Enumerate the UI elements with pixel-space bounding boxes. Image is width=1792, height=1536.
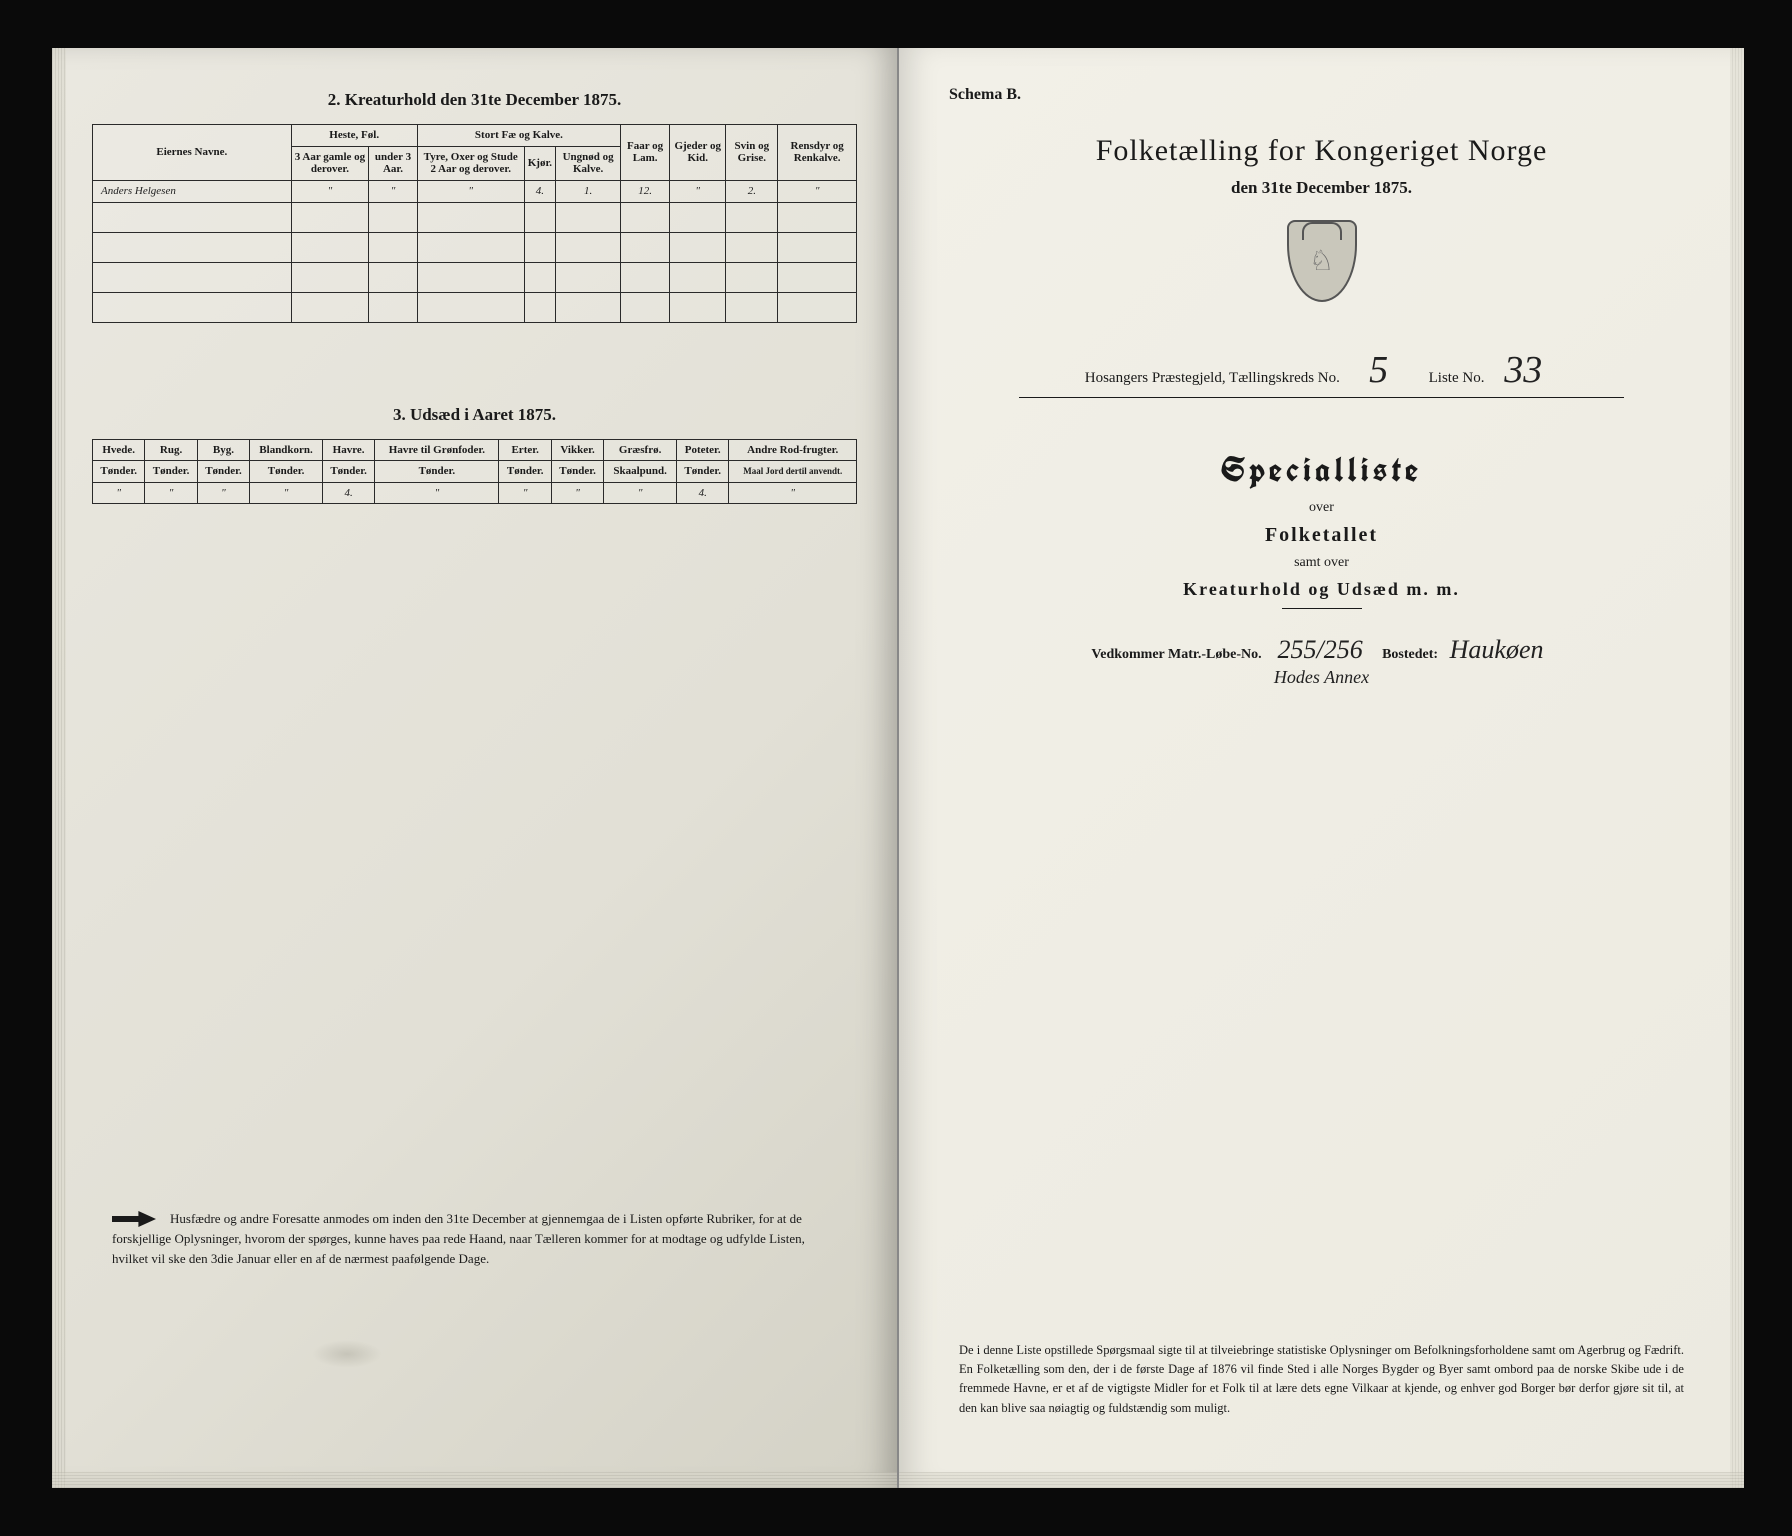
scanned-book-spread: 2. Kreaturhold den 31te December 1875. E…	[52, 48, 1744, 1488]
census-title: Folketælling for Kongeriget Norge	[939, 134, 1704, 168]
table-row	[93, 292, 857, 322]
col-rye: Rug.	[145, 439, 197, 461]
col-goat: Gjeder og Kid.	[670, 125, 726, 181]
folketallet-heading: Folketallet	[939, 524, 1704, 547]
col-peas: Erter.	[499, 439, 551, 461]
page-stack-bottom	[899, 1472, 1744, 1488]
col-pig: Svin og Grise.	[726, 125, 778, 181]
col-sheep: Faar og Lam.	[621, 125, 670, 181]
col-mixed: Blandkorn.	[250, 439, 323, 461]
list-number: 33	[1488, 348, 1558, 393]
col-h1: 3 Aar gamle og derover.	[291, 146, 369, 180]
table-row	[93, 232, 857, 262]
table-row	[93, 202, 857, 232]
sowing-table: Hvede. Rug. Byg. Blandkorn. Havre. Havre…	[92, 439, 857, 505]
col-oats: Havre.	[322, 439, 374, 461]
instruction-block: Husfædre og andre Foresatte anmodes om i…	[112, 1209, 837, 1268]
property-line: Vedkommer Matr.-Løbe-No. 255/256 Bostede…	[939, 635, 1704, 665]
colgrp-horses: Heste, Føl.	[291, 125, 417, 147]
page-stack-edge	[1730, 48, 1744, 1488]
owner-name: Anders Helgesen	[93, 180, 292, 202]
col-h2: under 3 Aar.	[369, 146, 417, 180]
col-reindeer: Rensdyr og Renkalve.	[778, 125, 857, 181]
explanatory-text: De i denne Liste opstillede Spørgsmaal s…	[959, 1341, 1684, 1419]
pointing-hand-icon	[112, 1209, 156, 1229]
livestock-table: Eiernes Navne. Heste, Føl. Stort Fæ og K…	[92, 124, 857, 323]
col-roots: Andre Rod-frugter.	[729, 439, 857, 461]
col-wheat: Hvede.	[93, 439, 145, 461]
parish-line: Hosangers Præstegjeld, Tællingskreds No.…	[939, 348, 1704, 393]
table-row: " " " " 4. " " " " 4. "	[93, 482, 857, 504]
specialliste-heading: Specialliste	[939, 448, 1704, 492]
section2-title: 2. Kreaturhold den 31te December 1875.	[92, 90, 857, 110]
district-number: 5	[1344, 348, 1414, 393]
paper-smudge	[312, 1340, 382, 1368]
census-date: den 31te December 1875.	[939, 178, 1704, 198]
schema-label: Schema B.	[949, 86, 1704, 104]
col-owner: Eiernes Navne.	[93, 125, 292, 181]
col-vetch: Vikker.	[551, 439, 603, 461]
place-annex: Hodes Annex	[1274, 667, 1369, 687]
col-c2: Kjør.	[524, 146, 555, 180]
col-c1: Tyre, Oxer og Stude 2 Aar og derover.	[417, 146, 524, 180]
colgrp-cattle: Stort Fæ og Kalve.	[417, 125, 620, 147]
col-potato: Poteter.	[677, 439, 729, 461]
col-grass: Græsfrø.	[604, 439, 677, 461]
table-row	[93, 262, 857, 292]
table-row: Anders Helgesen " " " 4. 1. 12. " 2. "	[93, 180, 857, 202]
place-name: Haukøen	[1442, 635, 1552, 665]
kreatur-heading: Kreaturhold og Udsæd m. m.	[939, 579, 1704, 600]
left-page: 2. Kreaturhold den 31te December 1875. E…	[52, 48, 899, 1488]
col-barley: Byg.	[197, 439, 249, 461]
coat-of-arms-icon: ♘	[1277, 220, 1367, 330]
page-stack-edge	[52, 48, 66, 1488]
col-c3: Ungnød og Kalve.	[556, 146, 621, 180]
right-page: Schema B. Folketælling for Kongeriget No…	[899, 48, 1744, 1488]
col-greenoats: Havre til Grønfoder.	[375, 439, 499, 461]
matr-number: 255/256	[1265, 635, 1375, 665]
section3-title: 3. Udsæd i Aaret 1875.	[92, 405, 857, 425]
page-stack-bottom	[52, 1472, 897, 1488]
instruction-text: Husfædre og andre Foresatte anmodes om i…	[112, 1211, 805, 1266]
